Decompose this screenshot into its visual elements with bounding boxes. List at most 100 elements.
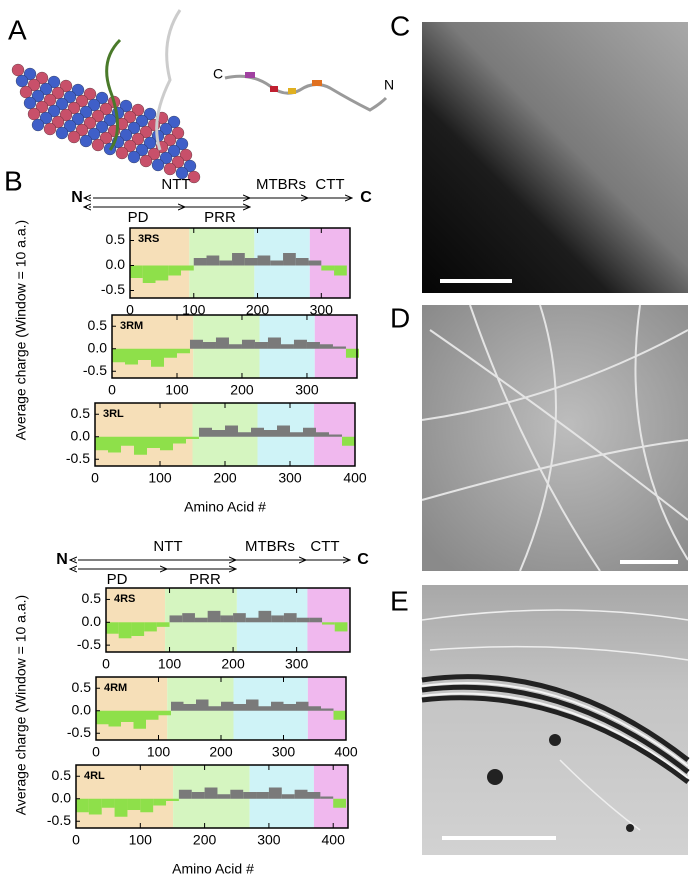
x-tick-label: 0 xyxy=(92,744,100,760)
subdomain-label: PD xyxy=(128,209,149,226)
charge-bar xyxy=(283,253,296,266)
charge-bar xyxy=(153,798,167,806)
charge-bar xyxy=(332,346,346,349)
tubulin xyxy=(135,143,149,157)
charge-bar xyxy=(329,434,342,437)
charge-bar xyxy=(220,615,234,623)
tubulin xyxy=(95,120,109,134)
fibers-e xyxy=(421,609,689,831)
y-tick-label: 0.0 xyxy=(82,613,102,629)
charge-bar xyxy=(293,339,307,349)
charge-bar xyxy=(333,798,347,808)
x-tick-label: 0 xyxy=(126,302,134,318)
charge-bar xyxy=(193,258,207,266)
charge-bar xyxy=(178,789,192,799)
charge-bar xyxy=(124,348,138,365)
tubulin xyxy=(91,109,105,123)
tubulin xyxy=(123,110,137,124)
charge-bar xyxy=(194,617,208,623)
charge-bar xyxy=(280,344,294,349)
charge-bar xyxy=(283,704,296,711)
charge-bar xyxy=(246,699,259,711)
x-tick-label: 200 xyxy=(221,656,245,672)
charge-bar xyxy=(183,704,196,711)
chain-n-label: N xyxy=(384,77,394,93)
scale-bar xyxy=(620,560,678,564)
charge-bar xyxy=(270,260,284,266)
charge-bar xyxy=(182,613,195,623)
y-tick-label: 0.0 xyxy=(71,427,91,443)
x-axis-label: Amino Acid # xyxy=(172,861,254,877)
domain-region xyxy=(106,588,166,652)
charge-bar xyxy=(168,265,182,276)
tubulin xyxy=(139,154,153,168)
scale-bar xyxy=(442,836,556,840)
y-tick-label: -0.5 xyxy=(66,450,90,466)
tubulin xyxy=(95,91,109,105)
charge-bar xyxy=(108,710,121,727)
domain-region xyxy=(95,403,193,466)
isoform-label: 3RM xyxy=(120,320,143,332)
panel-label: B xyxy=(4,165,23,196)
domain-label: CTT xyxy=(315,176,344,193)
charge-bar xyxy=(277,425,290,437)
charge-bar xyxy=(322,622,335,625)
charge-bar xyxy=(133,710,146,729)
tubulin xyxy=(143,107,157,121)
charge-bar xyxy=(176,348,190,354)
x-tick-label: 300 xyxy=(257,832,281,848)
chain-segment xyxy=(245,72,255,78)
micrographs xyxy=(421,22,690,855)
tubulin xyxy=(71,83,85,97)
y-tick-label: 0.5 xyxy=(71,405,91,421)
charge-bar xyxy=(258,706,271,711)
tubulin xyxy=(75,94,89,108)
y-tick-label: 0.5 xyxy=(72,679,92,695)
tubulin xyxy=(123,139,137,153)
panel-label: E xyxy=(390,585,409,616)
tubulin xyxy=(167,144,181,158)
charge-bar xyxy=(319,344,333,349)
tubulin xyxy=(151,158,165,172)
tubulin xyxy=(43,93,57,107)
charge-bar xyxy=(309,617,323,623)
y-tick-label: 0.5 xyxy=(88,317,108,333)
charge-bar xyxy=(150,348,164,367)
tubulin xyxy=(115,146,129,160)
microtubule-illustration xyxy=(11,9,201,184)
domain-region xyxy=(130,228,190,298)
y-tick-label: -0.5 xyxy=(67,724,91,740)
charge-bar xyxy=(106,622,119,634)
tubulin xyxy=(15,74,29,88)
y-tick-label: 0.5 xyxy=(106,231,126,247)
x-tick-label: 0 xyxy=(108,382,116,398)
charge-bar xyxy=(191,792,205,799)
tubulin xyxy=(35,71,49,85)
charge-bar xyxy=(186,436,199,439)
isoform-label: 3RL xyxy=(103,408,124,420)
plot-frame xyxy=(75,764,349,829)
charge-bar xyxy=(267,337,281,349)
subdomain-label: PRR xyxy=(189,571,221,588)
charge-bar xyxy=(88,798,102,815)
x-tick-label: 300 xyxy=(310,302,334,318)
charge-bar xyxy=(243,792,257,799)
charge-bar xyxy=(204,787,218,799)
tubulin xyxy=(67,101,81,115)
charge-bar xyxy=(121,710,134,722)
x-tick-label: 200 xyxy=(246,302,270,318)
charge-bar xyxy=(283,613,297,623)
charge-bar xyxy=(207,610,221,623)
charge-bar xyxy=(290,432,303,437)
tubulin xyxy=(159,122,173,136)
tubulin xyxy=(27,107,41,121)
tubulin xyxy=(63,90,77,104)
x-tick-label: 100 xyxy=(148,470,172,486)
tubulin xyxy=(187,170,201,184)
subdomain-label: PRR xyxy=(204,209,236,226)
tubulin xyxy=(11,63,25,77)
tubulin xyxy=(75,123,89,137)
fibers-d xyxy=(421,304,689,572)
plot-frame xyxy=(111,314,358,379)
domain-region xyxy=(112,315,194,378)
